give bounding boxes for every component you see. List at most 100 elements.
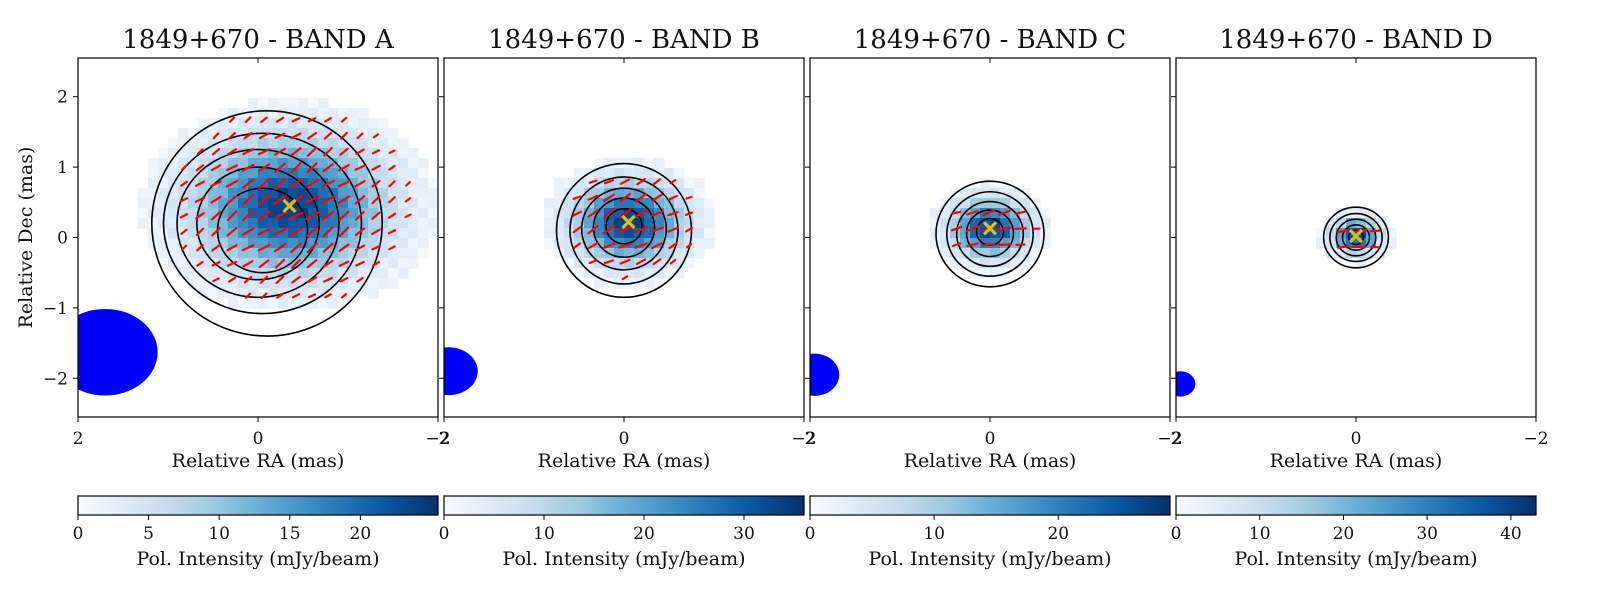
- evpa-stick: [338, 210, 350, 221]
- evpa-stick: [388, 164, 396, 171]
- colorbar: 0 10 20 Pol. Intensity (mJy/beam): [805, 495, 1171, 570]
- plot-area: [1176, 206, 1397, 397]
- evpa-stick: [274, 177, 286, 190]
- x-axis-label: Relative RA (mas): [172, 450, 345, 472]
- evpa-stick: [179, 213, 189, 219]
- evpa-stick: [685, 243, 693, 249]
- evpa-stick: [684, 211, 694, 216]
- evpa-stick: [340, 131, 348, 140]
- evpa-stick: [306, 276, 318, 284]
- evpa-stick: [211, 147, 221, 156]
- evpa-stick: [337, 195, 351, 205]
- colorbar-tick-label: 20: [1333, 524, 1355, 544]
- evpa-stick: [241, 178, 255, 189]
- evpa-vectors: [950, 209, 1041, 248]
- evpa-stick: [387, 212, 397, 219]
- evpa-stick: [322, 163, 334, 173]
- colorbar-tick-label: 20: [633, 524, 655, 544]
- evpa-stick: [1014, 227, 1027, 231]
- colorbar-tick-label: 30: [1416, 524, 1438, 544]
- colorbar-tick-label: 20: [1047, 524, 1069, 544]
- evpa-stick: [226, 164, 238, 172]
- evpa-stick: [354, 164, 366, 171]
- evpa-stick: [371, 164, 381, 171]
- contour-level-1: [555, 162, 693, 299]
- evpa-stick: [338, 226, 350, 237]
- evpa-stick: [323, 146, 333, 157]
- evpa-stick: [257, 148, 271, 156]
- evpa-stick: [372, 133, 380, 139]
- evpa-stick: [288, 211, 304, 220]
- evpa-stick: [307, 117, 317, 123]
- evpa-stick: [241, 164, 255, 172]
- x-tick-label: 2: [439, 429, 450, 449]
- evpa-stick: [180, 164, 188, 171]
- evpa-stick: [372, 260, 380, 267]
- evpa-stick: [243, 132, 253, 140]
- evpa-stick: [951, 242, 962, 248]
- evpa-stick: [179, 197, 189, 203]
- evpa-stick: [354, 195, 366, 205]
- evpa-stick: [212, 277, 220, 283]
- evpa-stick: [226, 260, 238, 267]
- evpa-stick: [196, 260, 204, 267]
- evpa-stick: [275, 116, 285, 123]
- evpa-stick: [371, 195, 381, 205]
- evpa-stick: [588, 179, 598, 184]
- contour-level-2: [945, 190, 1034, 278]
- y-tick-label: −1: [43, 299, 68, 319]
- panel-title: 1849+670 - BAND A: [122, 25, 395, 55]
- x-tick-label: 0: [253, 429, 264, 449]
- evpa-stick: [274, 258, 286, 269]
- evpa-stick: [388, 196, 396, 204]
- evpa-stick: [1015, 210, 1026, 215]
- contour-level-2: [1329, 212, 1383, 263]
- x-tick-label: 0: [985, 429, 996, 449]
- evpa-stick: [685, 226, 693, 233]
- evpa-stick: [966, 242, 979, 248]
- evpa-stick: [306, 242, 318, 254]
- evpa-stick: [227, 276, 237, 283]
- evpa-stick: [667, 226, 679, 233]
- evpa-stick: [618, 242, 632, 249]
- evpa-stick: [587, 209, 599, 218]
- evpa-stick: [633, 226, 649, 234]
- evpa-stick: [305, 179, 319, 189]
- contour-level-1: [151, 109, 383, 337]
- evpa-stick: [388, 180, 396, 188]
- evpa-stick: [602, 193, 616, 202]
- evpa-stick: [291, 117, 301, 123]
- colorbar-label: Pol. Intensity (mJy/beam): [502, 548, 745, 570]
- y-axis-label: Relative Dec (mas): [15, 147, 37, 329]
- evpa-stick: [617, 225, 633, 234]
- evpa-stick: [272, 227, 288, 236]
- evpa-stick: [667, 211, 679, 217]
- core-marker-icon: [1348, 228, 1364, 244]
- evpa-stick: [965, 225, 980, 233]
- evpa-stick: [635, 258, 647, 266]
- evpa-stick: [371, 245, 381, 251]
- colorbar-tick-label: 0: [73, 524, 84, 544]
- contours: [935, 180, 1045, 288]
- evpa-stick: [950, 225, 963, 232]
- panel-title: 1849+670 - BAND D: [1219, 25, 1492, 55]
- evpa-stick: [323, 131, 333, 140]
- contour-level-5: [1348, 229, 1365, 246]
- evpa-stick: [981, 242, 996, 247]
- contour-level-3: [955, 200, 1025, 268]
- evpa-stick: [388, 245, 396, 251]
- y-tick-label: 2: [57, 88, 68, 108]
- colorbar-tick-label: 0: [1171, 524, 1182, 544]
- evpa-stick: [685, 195, 693, 200]
- evpa-stick: [275, 275, 285, 285]
- evpa-stick: [225, 179, 239, 188]
- colorbar-tick-label: 5: [143, 524, 154, 544]
- colorbar-tick-label: 10: [208, 524, 230, 544]
- evpa-stick: [290, 258, 302, 269]
- evpa-stick: [587, 225, 599, 235]
- evpa-stick: [228, 116, 236, 123]
- evpa-stick: [260, 116, 268, 124]
